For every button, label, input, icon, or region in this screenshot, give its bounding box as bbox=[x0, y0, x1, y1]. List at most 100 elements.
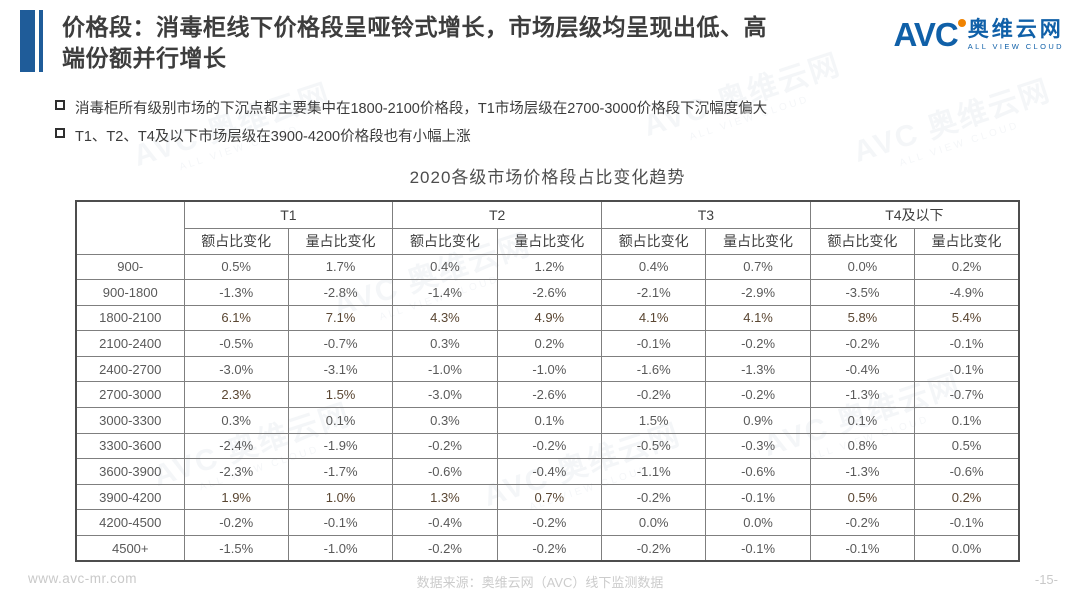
value-cell: 0.5% bbox=[183, 253, 289, 281]
value-cell: 0.2% bbox=[496, 330, 603, 357]
value-cell: 5.4% bbox=[914, 304, 1020, 332]
value-cell: -0.2% bbox=[392, 535, 498, 562]
value-cell: 0.7% bbox=[705, 253, 811, 281]
website-url: www.avc-mr.com bbox=[28, 571, 138, 586]
title-accent-bar-thin bbox=[39, 10, 43, 72]
column-group-t1: T1 bbox=[183, 200, 394, 229]
value-cell: 1.9% bbox=[183, 483, 289, 511]
table-row: 900-1800 -1.3% -2.8% -1.4% -2.6% -2.1% -2.9% -3… bbox=[75, 279, 1020, 306]
value-cell: -1.4% bbox=[392, 279, 498, 306]
value-cell: -0.1% bbox=[809, 535, 916, 562]
value-cell: -0.2% bbox=[600, 381, 707, 409]
column-group-t4: T4及以下 bbox=[809, 200, 1020, 229]
value-cell: -0.2% bbox=[496, 535, 603, 562]
value-cell: -1.0% bbox=[496, 355, 603, 383]
value-cell: 0.2% bbox=[914, 483, 1020, 511]
value-cell: -0.6% bbox=[705, 458, 811, 485]
value-cell: -2.6% bbox=[496, 279, 603, 306]
value-cell: 2.3% bbox=[183, 381, 289, 409]
value-cell: -1.3% bbox=[183, 279, 289, 306]
value-cell: -0.2% bbox=[496, 432, 603, 460]
value-cell: -2.8% bbox=[287, 279, 394, 306]
value-cell: 0.5% bbox=[914, 432, 1020, 460]
row-label-price-segment: 4500+ bbox=[75, 535, 185, 562]
table-title: 2020各级市场价格段占比变化趋势 bbox=[409, 168, 686, 187]
price-segment-table: T1 T2 T3 T4及以下 额占比变化 量占比变化 额占比变化 量占比变化 额… bbox=[75, 200, 1020, 563]
value-cell: -3.1% bbox=[287, 355, 394, 383]
value-cell: 0.1% bbox=[809, 407, 916, 434]
logo-tagline: ALL VIEW CLOUD bbox=[967, 42, 1064, 52]
value-cell: 4.1% bbox=[600, 304, 707, 332]
value-cell: -3.5% bbox=[809, 279, 916, 306]
value-cell: 4.3% bbox=[392, 304, 498, 332]
value-cell: -0.2% bbox=[183, 509, 289, 537]
subheader-value-share: 额占比变化 bbox=[183, 227, 289, 255]
value-cell: 0.5% bbox=[809, 483, 916, 511]
table-row: 1800-2100 6.1% 7.1% 4.3% 4.9% 4.1% 4.1% 5.8% 5.4… bbox=[75, 304, 1020, 332]
value-cell: 7.1% bbox=[287, 304, 394, 332]
row-label-price-segment: 3600-3900 bbox=[75, 458, 185, 485]
value-cell: -0.1% bbox=[914, 330, 1020, 357]
corner-cell bbox=[75, 200, 185, 255]
value-cell: 6.1% bbox=[183, 304, 289, 332]
value-cell: 0.1% bbox=[287, 407, 394, 434]
table-row: 4200-4500 -0.2% -0.1% -0.4% -0.2% 0.0% 0.0% -0.… bbox=[75, 509, 1020, 537]
value-cell: -2.9% bbox=[705, 279, 811, 306]
value-cell: -0.4% bbox=[392, 509, 498, 537]
value-cell: -1.3% bbox=[809, 381, 916, 409]
value-cell: -1.0% bbox=[392, 355, 498, 383]
subheader-volume-share: 量占比变化 bbox=[287, 227, 394, 255]
value-cell: -2.6% bbox=[496, 381, 603, 409]
value-cell: -4.9% bbox=[914, 279, 1020, 306]
value-cell: -0.2% bbox=[600, 483, 707, 511]
title-accent-bar-thick bbox=[20, 10, 35, 72]
value-cell: 0.1% bbox=[496, 407, 603, 434]
table-row: 3000-3300 0.3% 0.1% 0.3% 0.1% 1.5% 0.9% 0.1% 0.1… bbox=[75, 407, 1020, 434]
value-cell: -0.1% bbox=[705, 483, 811, 511]
value-cell: 0.4% bbox=[392, 253, 498, 281]
value-cell: 4.9% bbox=[496, 304, 603, 332]
value-cell: 0.3% bbox=[392, 407, 498, 434]
row-label-price-segment: 3000-3300 bbox=[75, 407, 185, 434]
value-cell: 0.3% bbox=[183, 407, 289, 434]
row-label-price-segment: 2100-2400 bbox=[75, 330, 185, 357]
value-cell: 0.0% bbox=[705, 509, 811, 537]
value-cell: -0.1% bbox=[705, 535, 811, 562]
value-cell: -1.1% bbox=[600, 458, 707, 485]
value-cell: -1.3% bbox=[705, 355, 811, 383]
table-row: 3900-4200 1.9% 1.0% 1.3% 0.7% -0.2% -0.1% 0.5% 0… bbox=[75, 483, 1020, 511]
value-cell: 0.7% bbox=[496, 483, 603, 511]
row-label-price-segment: 900-1800 bbox=[75, 279, 185, 306]
table-row: 2100-2400 -0.5% -0.7% 0.3% 0.2% -0.1% -0.2% -0.… bbox=[75, 330, 1020, 357]
value-cell: 0.8% bbox=[809, 432, 916, 460]
table-row: 2700-3000 2.3% 1.5% -3.0% -2.6% -0.2% -0.2% -1.… bbox=[75, 381, 1020, 409]
table-row: 3300-3600 -2.4% -1.9% -0.2% -0.2% -0.5% -0.3% 0… bbox=[75, 432, 1020, 460]
value-cell: -0.5% bbox=[183, 330, 289, 357]
value-cell: 1.5% bbox=[287, 381, 394, 409]
value-cell: -0.7% bbox=[287, 330, 394, 357]
value-cell: 0.2% bbox=[914, 253, 1020, 281]
bullet-text: T1、T2、T4及以下市场层级在3900-4200价格段也有小幅上涨 bbox=[75, 129, 471, 145]
page-number: -15- bbox=[1034, 572, 1058, 587]
table-row: 900- 0.5% 1.7% 0.4% 1.2% 0.4% 0.7% 0.0% 0.2% bbox=[75, 253, 1020, 281]
value-cell: -0.2% bbox=[600, 535, 707, 562]
page-title-line2: 端份额并行增长 bbox=[62, 45, 227, 71]
value-cell: 0.1% bbox=[914, 407, 1020, 434]
value-cell: -0.2% bbox=[496, 509, 603, 537]
avc-logo-mark: AVC bbox=[894, 18, 968, 51]
value-cell: 0.3% bbox=[392, 330, 498, 357]
value-cell: -1.7% bbox=[287, 458, 394, 485]
square-bullet-icon bbox=[55, 128, 65, 138]
table-row: 2400-2700 -3.0% -3.1% -1.0% -1.0% -1.6% -1.3% -… bbox=[75, 355, 1020, 383]
subheader-value-share: 额占比变化 bbox=[392, 227, 498, 255]
value-cell: -2.4% bbox=[183, 432, 289, 460]
value-cell: -1.0% bbox=[287, 535, 394, 562]
value-cell: -0.5% bbox=[600, 432, 707, 460]
table-row: 3600-3900 -2.3% -1.7% -0.6% -0.4% -1.1% -0.6% -… bbox=[75, 458, 1020, 485]
value-cell: -3.0% bbox=[392, 381, 498, 409]
row-label-price-segment: 900- bbox=[75, 253, 185, 281]
value-cell: -0.3% bbox=[705, 432, 811, 460]
page-title-line1: 价格段：消毒柜线下价格段呈哑铃式增长，市场层级均呈现出低、高 bbox=[62, 14, 767, 40]
value-cell: 1.7% bbox=[287, 253, 394, 281]
watermark-brand: AVC 奥维云网 bbox=[129, 78, 335, 174]
